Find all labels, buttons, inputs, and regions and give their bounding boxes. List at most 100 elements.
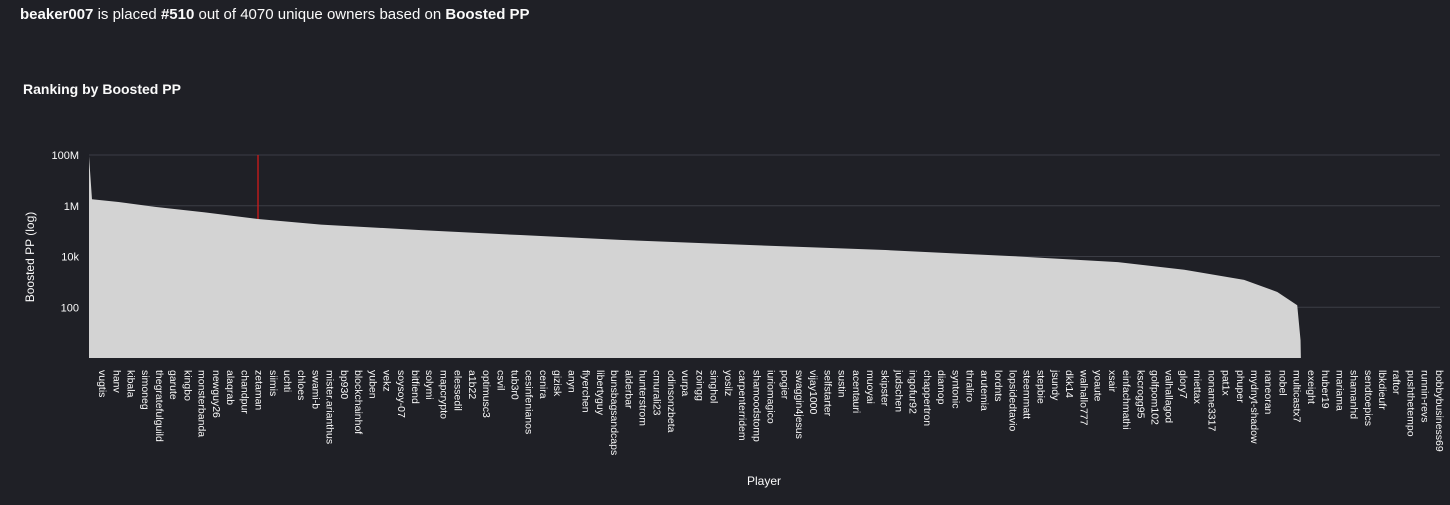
x-tick-label: raftor — [1390, 370, 1402, 395]
y-axis-ticks: 100 10k 1M 100M — [51, 150, 79, 314]
x-tick-label: alderbar — [622, 370, 634, 409]
x-tick-label: blockchainhof — [352, 370, 364, 434]
x-tick-label: yoaute — [1092, 370, 1104, 402]
x-tick-label: glory7 — [1177, 370, 1189, 399]
x-tick-label: einfachmathi — [1120, 370, 1132, 430]
x-tick-label: zoingg — [693, 370, 705, 401]
x-tick-label: swaggin4jesus — [793, 370, 805, 439]
x-tick-label: bobbybusiness69 — [1433, 370, 1445, 452]
x-tick-label: naneoran — [1262, 370, 1274, 415]
x-tick-label: hanv — [110, 370, 122, 394]
x-tick-label: lordnts — [992, 370, 1004, 402]
x-tick-label: huber19 — [1319, 370, 1331, 409]
x-tick-label: diamop — [935, 370, 947, 405]
x-tick-label: shamoodstomp — [750, 370, 762, 442]
x-tick-label: bp930 — [338, 370, 350, 399]
x-tick-label: monsterbanda — [196, 370, 208, 437]
x-tick-label: sendtoepics — [1362, 370, 1374, 426]
x-tick-label: libertyguy — [594, 370, 606, 416]
ranking-area — [89, 156, 1301, 358]
x-tick-label: singhol — [708, 370, 720, 403]
x-tick-label: csvil — [494, 370, 506, 390]
x-tick-label: nobel — [1276, 370, 1288, 396]
x-tick-label: a1b22 — [466, 370, 478, 399]
x-tick-label: flyerchen — [580, 370, 592, 413]
headline-metric: Boosted PP — [445, 6, 530, 23]
x-tick-label: iuriomagico — [765, 370, 777, 424]
x-tick-label: valhallagod — [1163, 370, 1175, 423]
x-tick-label: mariama — [1333, 370, 1345, 411]
chart-title: Ranking by Boosted PP — [23, 81, 181, 97]
x-tick-label: swami-b — [309, 370, 321, 409]
x-tick-label: siimis — [267, 370, 279, 396]
y-tick-label: 100 — [61, 302, 79, 314]
x-tick-label: soysoy-07 — [395, 370, 407, 418]
y-tick-label: 100M — [51, 150, 79, 162]
x-tick-label: stepbie — [1035, 370, 1047, 404]
x-tick-label: garute — [167, 370, 179, 400]
headline-text-2: out of 4070 unique owners based on — [194, 6, 446, 23]
x-tick-label: runnin-revs — [1419, 370, 1431, 423]
x-tick-label: phuper — [1234, 370, 1246, 403]
x-tick-label: thraliro — [964, 370, 976, 402]
x-tick-label: chappertron — [921, 370, 933, 426]
x-tick-label: cmurali23 — [651, 370, 663, 416]
headline-player: beaker007 — [20, 6, 94, 23]
x-tick-label: cenira — [537, 370, 549, 399]
x-tick-label: carpenterridem — [736, 370, 748, 441]
x-tick-label: xsair — [1106, 370, 1118, 393]
x-tick-label: pushthetempo — [1404, 370, 1416, 437]
x-tick-label: noname3317 — [1205, 370, 1217, 431]
x-axis-ticks: vugtis hanv kibala simoneg thegratefulguild g… — [96, 369, 1445, 455]
x-tick-label: mapcrypto — [437, 370, 449, 419]
x-tick-label: mister.arianthus — [324, 370, 336, 444]
x-tick-label: bunsbagsandcaps — [608, 370, 620, 455]
x-tick-label: selfstarter — [821, 370, 833, 417]
y-tick-label: 1M — [64, 201, 79, 213]
x-tick-label: lbkdieufr — [1376, 370, 1388, 410]
x-tick-label: yuben — [366, 370, 378, 399]
x-tick-label: steemmatt — [1020, 370, 1032, 419]
x-tick-label: arutemia — [978, 370, 990, 411]
x-tick-label: odinsonzbeta — [665, 370, 677, 433]
x-tick-label: miettax — [1191, 370, 1203, 405]
x-tick-label: cesinfenianos — [523, 370, 535, 434]
x-tick-label: multicastx7 — [1291, 370, 1303, 423]
x-tick-label: kingbo — [181, 370, 193, 401]
x-tick-label: kibala — [125, 370, 137, 398]
x-tick-label: solymi — [423, 370, 435, 400]
x-tick-label: hunterstrom — [637, 370, 649, 426]
y-axis-label: Boosted PP (log) — [23, 212, 37, 303]
x-tick-label: yosilz — [722, 370, 734, 396]
x-tick-label: anyn — [565, 370, 577, 393]
x-tick-label: walhallo777 — [1077, 369, 1089, 426]
x-tick-label: bitfiend — [409, 370, 421, 404]
headline-text-1: is placed — [93, 6, 161, 23]
x-tick-label: zetaman — [253, 370, 265, 410]
headline: beaker007 is placed #510 out of 4070 uni… — [20, 5, 530, 25]
x-tick-label: shamanhd — [1348, 370, 1360, 419]
x-tick-label: lopsidedtavio — [1006, 370, 1018, 431]
x-tick-label: golfpom102 — [1148, 370, 1160, 425]
x-tick-label: chandpur — [238, 370, 250, 414]
x-tick-label: muoyai — [864, 370, 876, 404]
x-tick-label: exeight — [1305, 370, 1317, 404]
x-tick-label: vekz — [381, 370, 393, 392]
x-tick-label: thegratefulguild — [153, 370, 165, 442]
x-tick-label: ingofur92 — [907, 370, 919, 414]
x-tick-label: uchti — [281, 370, 293, 392]
x-tick-label: mydnyt-shadow — [1248, 370, 1260, 444]
x-tick-label: vugtis — [96, 370, 108, 397]
x-tick-label: skipster — [878, 370, 890, 407]
x-tick-label: chloes — [295, 370, 307, 400]
x-tick-label: simoneg — [139, 370, 151, 410]
x-tick-label: dkk14 — [1063, 370, 1075, 398]
x-tick-label: elessedil — [452, 370, 464, 411]
x-tick-label: judschen — [892, 369, 904, 412]
x-tick-label: vijay1000 — [807, 370, 819, 415]
x-tick-label: pat1x — [1220, 370, 1232, 396]
x-tick-label: sustin — [836, 370, 848, 398]
x-tick-label: newguy26 — [210, 370, 222, 418]
x-tick-label: kscrogg95 — [1134, 370, 1146, 419]
